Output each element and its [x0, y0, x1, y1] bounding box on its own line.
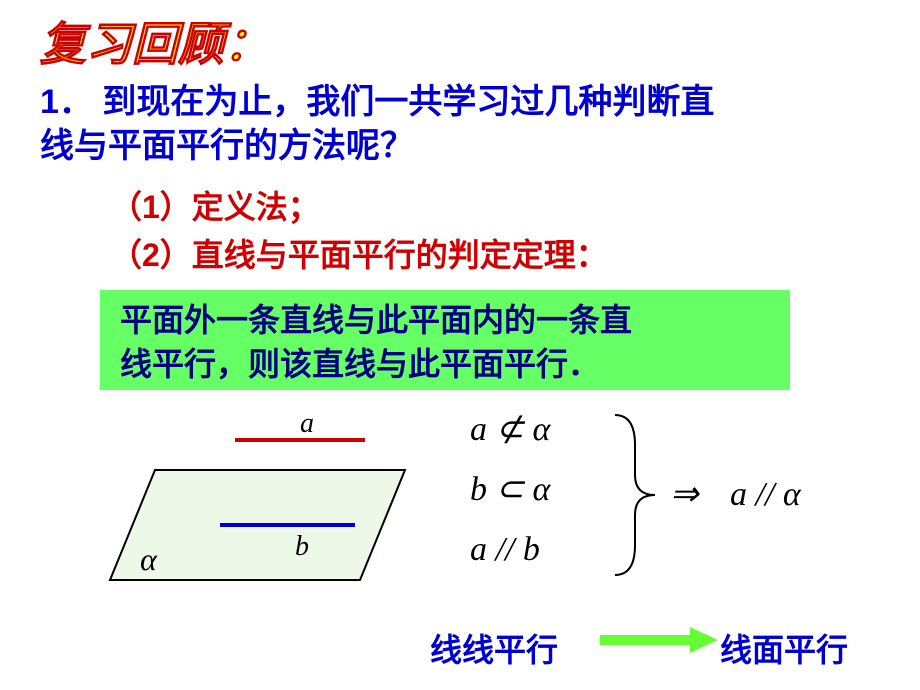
slide-title: 复习回顾：	[40, 8, 270, 74]
math-svg: a ⊄ α b ⊂ α a // b ⇒ a // α	[440, 400, 900, 600]
question-block: 1． 到现在为止，我们一共学习过几种判断直 线与平面平行的方法呢？	[40, 80, 714, 168]
label-line-plane-parallel: 线面平行	[720, 625, 848, 671]
label-alpha: α	[140, 541, 158, 577]
premise-1: a ⊄ α	[470, 411, 551, 448]
implies-symbol: ⇒	[670, 476, 700, 513]
question-line2: 线与平面平行的方法呢？	[40, 127, 414, 165]
method-2: （2）直线与平面平行的判定定理：	[110, 230, 608, 276]
label-a: a	[300, 410, 314, 439]
arrow-icon	[600, 625, 730, 655]
premise-3: a // b	[470, 531, 540, 568]
theorem-line1: 平面外一条直线与此平面内的一条直	[120, 302, 632, 338]
question-number: 1．	[40, 83, 93, 121]
method-1: （1）定义法；	[110, 182, 320, 228]
math-expression: a ⊄ α b ⊂ α a // b ⇒ a // α	[440, 400, 900, 600]
label-line-line-parallel: 线线平行	[430, 625, 558, 671]
theorem-box: 平面外一条直线与此平面内的一条直 线平行，则该直线与此平面平行．	[100, 290, 790, 390]
question-line1: 到现在为止，我们一共学习过几种判断直	[102, 83, 714, 121]
diagram-svg: a b α	[100, 410, 430, 610]
plane-diagram: a b α	[100, 410, 430, 610]
brace-icon	[615, 415, 655, 575]
theorem-line2: 线平行，则该直线与此平面平行．	[120, 346, 600, 382]
conclusion: a // α	[730, 476, 802, 513]
label-b: b	[295, 531, 309, 562]
premise-2: b ⊂ α	[470, 471, 551, 508]
